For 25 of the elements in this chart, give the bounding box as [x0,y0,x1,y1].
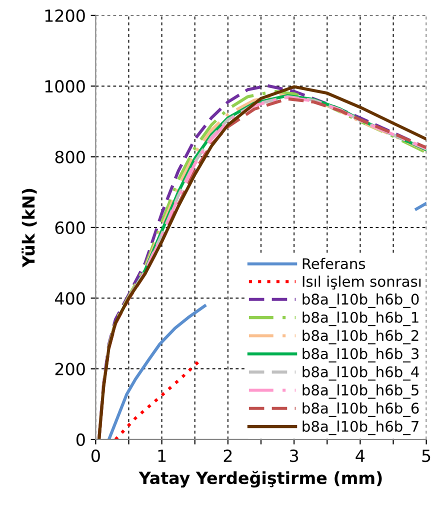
legend-label: b8a_l10b_h6b_4 [302,366,419,381]
x-axis-title: Yatay Yerdeğiştirme (mm) [138,470,382,488]
y-tick-label: 1000 [45,80,85,93]
legend-label: Isıl işlem sonrası [302,276,421,290]
legend-label: Referans [302,258,366,270]
y-tick-label: 600 [55,221,85,234]
legend-label: b8a_l10b_h6b_2 [302,330,418,344]
x-tick-label: 3 [290,449,298,462]
x-tick-label: 2 [224,449,232,462]
x-tick-label: 1 [158,450,166,462]
legend-label: b8a_l10b_h6b_6 [302,402,419,417]
y-tick-label: 200 [55,362,85,376]
legend-label: b8a_l10b_h6b_1 [302,312,418,326]
x-tick-label: 0 [91,449,100,462]
y-tick-label: 0 [76,433,85,446]
legend-label: b8a_l10b_h6b_5 [302,384,418,399]
y-tick-label: 400 [54,292,85,305]
legend-label: b8a_l10b_h6b_0 [302,293,419,308]
y-tick-label: 800 [55,150,85,164]
legend-label: b8a_l10b_h6b_3 [302,348,419,362]
x-tick-label: 4 [356,450,365,462]
y-axis-title: Yük (kN) [22,188,37,268]
legend-label: b8a_l10b_h6b_7 [302,420,418,436]
x-tick-label: 5 [422,450,430,462]
y-tick-label: 1200 [45,9,85,22]
